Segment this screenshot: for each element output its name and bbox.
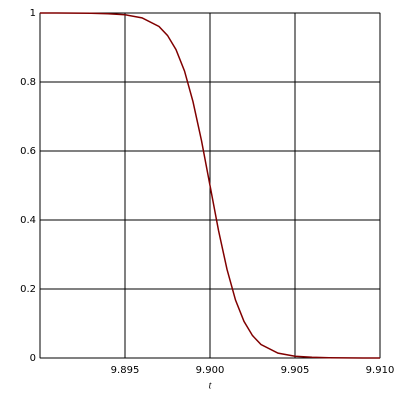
- y-tick-label: 0: [30, 353, 36, 364]
- x-tick-label: 9.905: [281, 365, 310, 376]
- x-tick-label: 9.910: [366, 365, 395, 376]
- x-tick-label: 9.895: [111, 365, 140, 376]
- x-axis-label: t: [209, 380, 212, 391]
- line-series: [39, 12, 381, 359]
- y-tick-label: 0.4: [20, 215, 36, 226]
- y-tick-label: 0.6: [20, 146, 36, 157]
- y-tick-label: 1: [30, 8, 36, 19]
- y-tick-label: 0.8: [20, 77, 36, 88]
- y-tick-label: 0.2: [20, 284, 36, 295]
- x-tick-label: 9.900: [196, 365, 225, 376]
